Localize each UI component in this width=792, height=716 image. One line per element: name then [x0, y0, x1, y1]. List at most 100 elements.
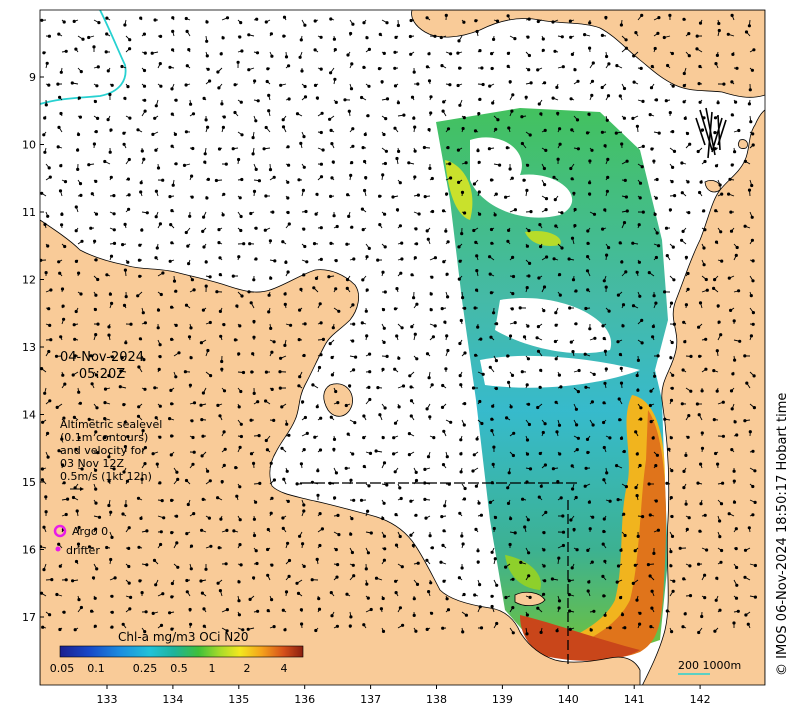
velocity-arrowhead: [536, 606, 540, 610]
velocity-arrowhead: [241, 370, 246, 375]
velocity-arrowhead: [266, 527, 270, 532]
velocity-arrowhead: [588, 181, 592, 185]
velocity-arrowhead: [443, 320, 447, 324]
velocity-arrowhead: [286, 196, 290, 200]
velocity-arrowhead: [337, 533, 341, 537]
velocity-arrowhead: [528, 595, 532, 600]
velocity-arrowhead: [94, 130, 98, 134]
velocity-arrowhead: [62, 610, 66, 614]
velocity-arrowhead: [270, 350, 274, 354]
velocity-arrowhead: [61, 373, 65, 377]
velocity-arrowhead: [127, 193, 131, 197]
velocity-arrowhead: [398, 181, 402, 185]
velocity-arrowhead: [624, 46, 629, 50]
velocity-arrowhead: [681, 368, 685, 372]
velocity-arrowhead: [393, 421, 398, 425]
velocity-arrowhead: [704, 277, 708, 282]
velocity-arrowhead: [284, 590, 289, 594]
velocity-arrowhead: [253, 79, 257, 83]
velocity-arrowhead: [71, 373, 75, 377]
velocity-arrowhead: [712, 369, 716, 373]
velocity-arrowhead: [129, 595, 133, 600]
velocity-arrowhead: [399, 496, 403, 501]
velocity-arrowhead: [121, 622, 125, 626]
velocity-arrowhead: [616, 340, 620, 344]
velocity-arrowhead: [588, 21, 592, 25]
velocity-arrowhead: [697, 413, 701, 417]
velocity-arrowhead: [254, 226, 258, 230]
velocity-arrowhead: [156, 166, 161, 170]
velocity-arrowhead: [351, 339, 355, 343]
velocity-arrowhead: [384, 117, 388, 121]
velocity-arrowhead: [313, 19, 317, 23]
velocity-arrowhead: [220, 367, 224, 371]
velocity-arrowhead: [705, 288, 709, 292]
velocity-arrowhead: [527, 229, 531, 233]
velocity-arrowhead: [393, 50, 397, 54]
velocity-arrowhead: [573, 207, 577, 212]
velocity-arrowhead: [189, 356, 193, 360]
velocity-arrowhead: [393, 84, 398, 88]
velocity-arrowhead: [493, 213, 497, 217]
velocity-arrowhead: [42, 525, 46, 529]
velocity-arrowhead: [252, 319, 256, 324]
velocity-arrowhead: [552, 175, 556, 179]
velocity-arrowhead: [471, 469, 475, 473]
velocity-arrowhead: [556, 157, 560, 161]
velocity-arrowhead: [602, 279, 606, 283]
velocity-arrowhead: [395, 208, 400, 212]
velocity-arrowhead: [656, 354, 660, 358]
velocity-arrowhead: [557, 373, 562, 377]
velocity-arrowhead: [525, 613, 530, 617]
velocity-arrowhead: [732, 469, 736, 473]
velocity-arrowhead: [377, 67, 381, 71]
velocity-arrowhead: [526, 357, 531, 361]
velocity-arrowhead: [225, 16, 230, 20]
velocity-arrowhead: [316, 469, 320, 473]
velocity-arrowhead: [222, 323, 226, 327]
velocity-arrowhead: [57, 260, 61, 264]
velocity-arrowhead: [367, 385, 371, 389]
velocity-arrowhead: [106, 118, 110, 122]
velocity-arrowhead: [368, 370, 372, 374]
velocity-arrowhead: [382, 558, 386, 562]
velocity-arrowhead: [536, 19, 540, 24]
velocity-arrowhead: [239, 434, 243, 439]
velocity-arrowhead: [297, 384, 301, 388]
velocity-arrowhead: [393, 126, 397, 130]
velocity-arrowhead: [702, 209, 706, 213]
velocity-arrowhead: [520, 141, 525, 146]
lon-tick-label: 136: [294, 693, 315, 706]
velocity-arrowhead: [604, 367, 608, 371]
velocity-arrowhead: [201, 391, 205, 395]
velocity-arrowhead: [459, 452, 463, 456]
velocity-arrowhead: [542, 285, 547, 289]
velocity-arrowhead: [654, 255, 659, 260]
velocity-arrowhead: [109, 175, 113, 179]
velocity-arrowhead: [136, 294, 140, 298]
velocity-arrowhead: [214, 178, 218, 183]
velocity-arrowhead: [510, 373, 515, 377]
velocity-arrowhead: [310, 578, 314, 582]
velocity-arrowhead: [616, 498, 620, 502]
velocity-arrowhead: [720, 259, 724, 263]
velocity-arrowhead: [200, 591, 204, 595]
velocity-arrowhead: [184, 16, 188, 21]
velocity-arrowhead: [669, 496, 673, 500]
velocity-arrowhead: [110, 610, 114, 614]
velocity-arrowhead: [316, 493, 320, 497]
velocity-arrowhead: [281, 118, 285, 122]
velocity-arrowhead: [200, 454, 204, 458]
velocity-arrowhead: [177, 351, 181, 355]
velocity-arrowhead: [105, 545, 109, 550]
lon-tick-label: 134: [162, 693, 183, 706]
velocity-arrowhead: [143, 51, 147, 55]
velocity-arrowhead: [240, 49, 244, 53]
velocity-arrowhead: [90, 192, 94, 196]
velocity-arrowhead: [202, 607, 206, 611]
velocity-arrowhead: [681, 229, 685, 233]
colorbar-title: Chl-a mg/m3 OCi N20: [118, 630, 249, 644]
velocity-arrowhead: [123, 445, 128, 449]
velocity-arrowhead: [231, 274, 235, 278]
velocity-arrowhead: [476, 149, 480, 153]
